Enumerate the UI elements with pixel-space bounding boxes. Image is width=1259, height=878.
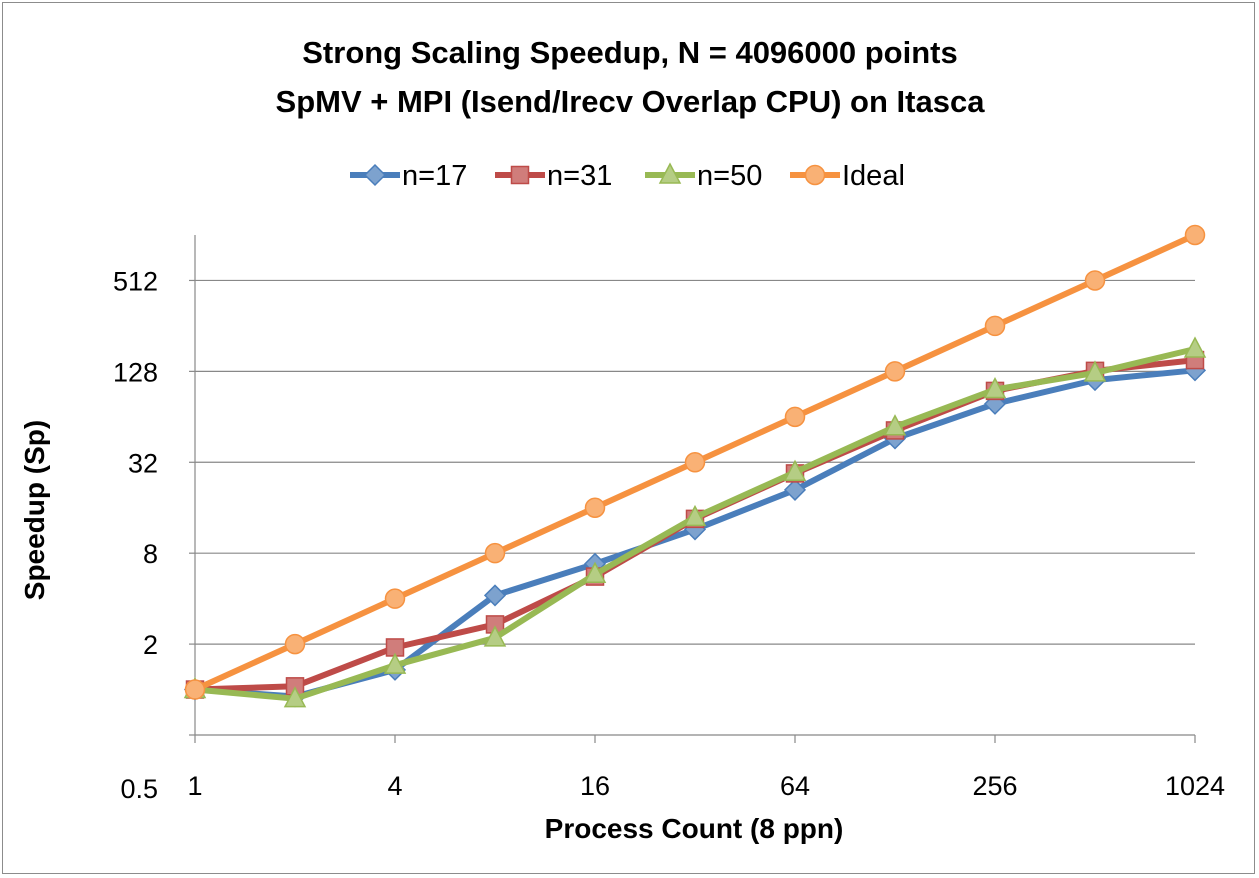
data-point-Ideal [584, 497, 606, 518]
data-point-n=50 [383, 652, 407, 674]
data-point-n=50 [1183, 336, 1207, 358]
y-tick-labels: 0.5 2 8 32 128 512 [113, 266, 158, 804]
data-point-n=50 [483, 625, 507, 647]
chart-title-line-1: Strong Scaling Speedup, N = 4096000 poin… [302, 35, 957, 70]
legend-item-n=31: n=31 [495, 160, 612, 192]
axes [189, 235, 1196, 743]
legend: n=17 n=31 n=50 Ideal [350, 160, 905, 192]
data-point-Ideal [384, 588, 406, 609]
x-tick-label: 64 [780, 771, 810, 801]
legend-label-n=17: n=17 [402, 160, 467, 192]
legend-marker-n=17 [363, 163, 387, 187]
data-point-n=50 [283, 686, 307, 708]
series-Ideal [184, 224, 1206, 700]
data-point-n=50 [683, 504, 707, 527]
data-point-n=50 [783, 459, 807, 481]
y-tick-label: 128 [113, 357, 158, 387]
data-point-Ideal [284, 633, 306, 655]
series-n=50 [183, 336, 1207, 708]
data-point-Ideal [884, 361, 906, 382]
legend-label-n=50: n=50 [697, 160, 762, 192]
data-point-Ideal [684, 452, 706, 473]
series-layer [183, 224, 1207, 708]
x-tick-label: 16 [580, 771, 610, 801]
y-axis-title: Speedup (Sp) [19, 420, 50, 600]
data-point-n=50 [883, 414, 907, 436]
y-tick-label: 512 [113, 266, 158, 296]
data-point-n=17 [483, 584, 507, 607]
legend-item-n=17: n=17 [350, 160, 467, 192]
y-tick-label: 0.5 [120, 774, 158, 804]
legend-marker-n=50 [658, 162, 682, 184]
data-point-n=50 [983, 376, 1007, 399]
data-point-n=50 [1083, 360, 1107, 382]
legend-marker-Ideal [804, 164, 826, 186]
y-tick-label: 8 [143, 539, 158, 569]
data-point-Ideal [984, 315, 1006, 337]
data-point-Ideal [1184, 224, 1206, 246]
x-tick-labels: 1 4 16 64 256 1024 [187, 771, 1225, 801]
y-tick-label: 2 [143, 630, 158, 660]
y-tick-label: 32 [128, 448, 158, 478]
data-point-n=17 [783, 478, 807, 501]
data-point-Ideal [1084, 270, 1106, 291]
data-point-Ideal [784, 406, 806, 428]
data-point-Ideal [184, 679, 206, 700]
x-tick-label: 256 [972, 771, 1017, 801]
legend-label-n=31: n=31 [547, 160, 612, 192]
x-tick-label: 1024 [1165, 771, 1225, 801]
x-axis-title: Process Count (8 ppn) [545, 813, 844, 844]
data-point-Ideal [484, 542, 506, 564]
chart-title-line-2: SpMV + MPI (Isend/Irecv Overlap CPU) on … [276, 84, 986, 119]
data-point-n=50 [583, 561, 607, 584]
x-tick-label: 4 [387, 771, 402, 801]
legend-item-n=50: n=50 [645, 160, 762, 192]
series-n=17 [183, 359, 1207, 708]
x-tick-label: 1 [187, 771, 202, 801]
legend-label-Ideal: Ideal [842, 160, 905, 192]
legend-item-Ideal: Ideal [790, 160, 905, 192]
legend-marker-n=31 [510, 165, 530, 185]
